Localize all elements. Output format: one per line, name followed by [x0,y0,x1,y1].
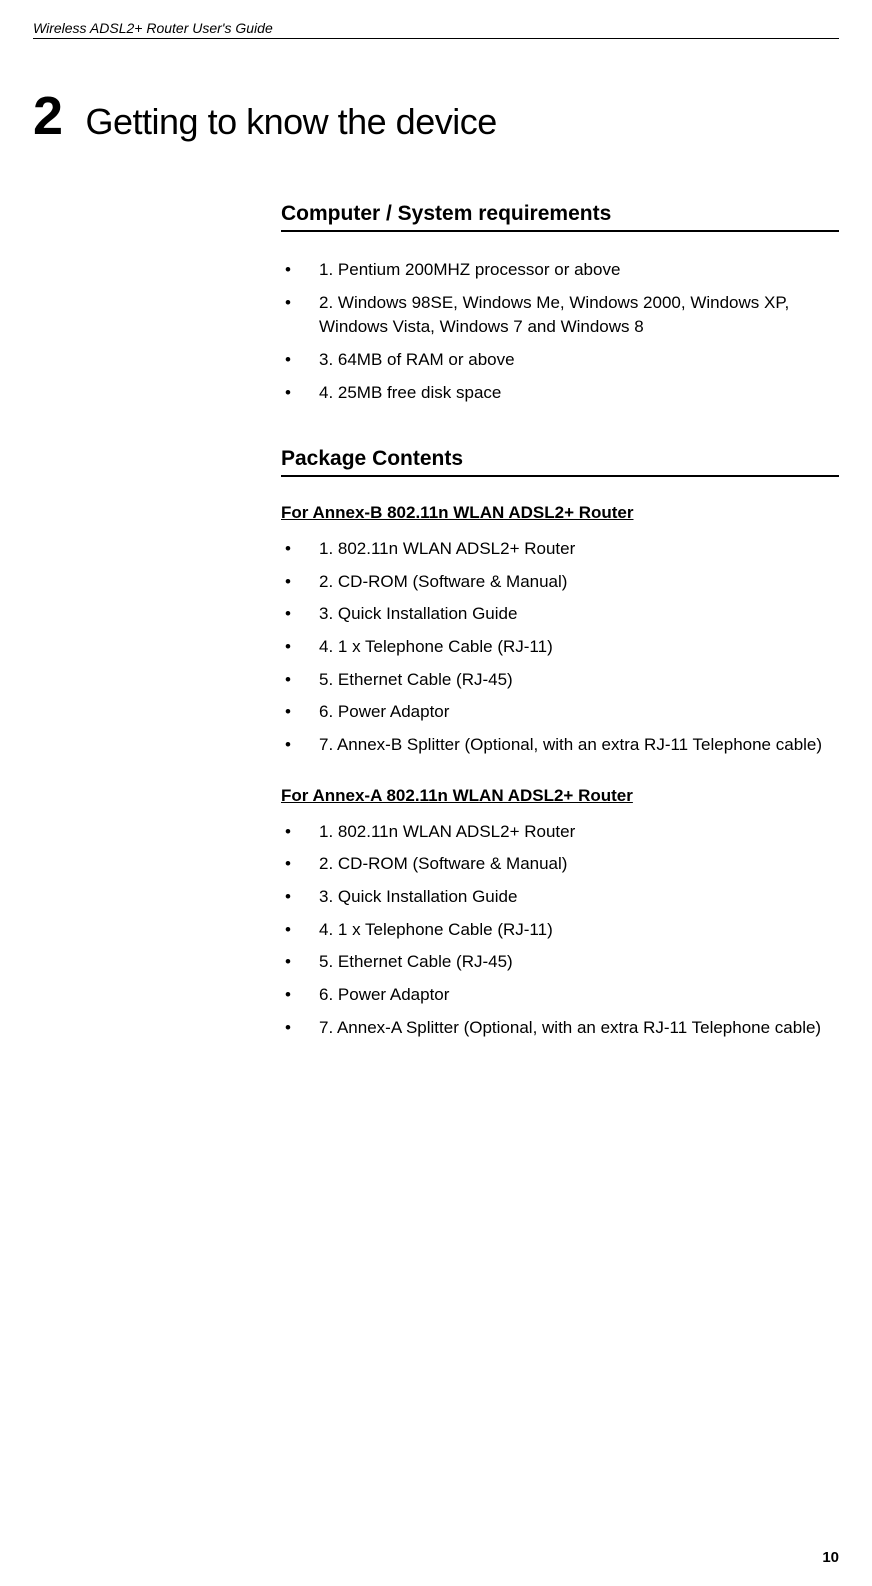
list-item: 2. Windows 98SE, Windows Me, Windows 200… [281,291,839,340]
list-item: 1. 802.11n WLAN ADSL2+ Router [281,537,839,562]
list-item: 5. Ethernet Cable (RJ-45) [281,668,839,693]
chapter-number: 2 [33,85,63,147]
chapter-heading: 2 Getting to know the device [33,85,839,147]
list-item: 2. CD-ROM (Software & Manual) [281,852,839,877]
list-item: 4. 25MB free disk space [281,381,839,406]
list-item: 1. Pentium 200MHZ processor or above [281,258,839,283]
subsection-heading: For Annex-A 802.11n WLAN ADSL2+ Router [281,786,839,806]
list-item: 4. 1 x Telephone Cable (RJ-11) [281,635,839,660]
list-item: 3. 64MB of RAM or above [281,348,839,373]
section-heading: Computer / System requirements [281,202,839,232]
section-system-requirements: Computer / System requirements 1. Pentiu… [281,202,839,405]
list-item: 3. Quick Installation Guide [281,885,839,910]
annex-a-list: 1. 802.11n WLAN ADSL2+ Router 2. CD-ROM … [281,820,839,1040]
list-item: 6. Power Adaptor [281,700,839,725]
subsection-annex-a: For Annex-A 802.11n WLAN ADSL2+ Router 1… [281,786,839,1040]
list-item: 3. Quick Installation Guide [281,602,839,627]
list-item: 5. Ethernet Cable (RJ-45) [281,950,839,975]
list-item: 6. Power Adaptor [281,983,839,1008]
list-item: 1. 802.11n WLAN ADSL2+ Router [281,820,839,845]
chapter-title: Getting to know the device [86,101,497,143]
requirements-list: 1. Pentium 200MHZ processor or above 2. … [281,258,839,405]
list-item: 2. CD-ROM (Software & Manual) [281,570,839,595]
subsection-heading: For Annex-B 802.11n WLAN ADSL2+ Router [281,503,839,523]
header-title: Wireless ADSL2+ Router User's Guide [33,20,273,36]
section-heading: Package Contents [281,447,839,477]
list-item: 4. 1 x Telephone Cable (RJ-11) [281,918,839,943]
page-number: 10 [822,1549,839,1566]
section-package-contents: Package Contents For Annex-B 802.11n WLA… [281,447,839,1040]
subsection-annex-b: For Annex-B 802.11n WLAN ADSL2+ Router 1… [281,503,839,757]
list-item: 7. Annex-A Splitter (Optional, with an e… [281,1016,839,1041]
header-divider [33,38,839,39]
list-item: 7. Annex-B Splitter (Optional, with an e… [281,733,839,758]
page-content: 2 Getting to know the device Computer / … [0,0,872,1040]
annex-b-list: 1. 802.11n WLAN ADSL2+ Router 2. CD-ROM … [281,537,839,757]
